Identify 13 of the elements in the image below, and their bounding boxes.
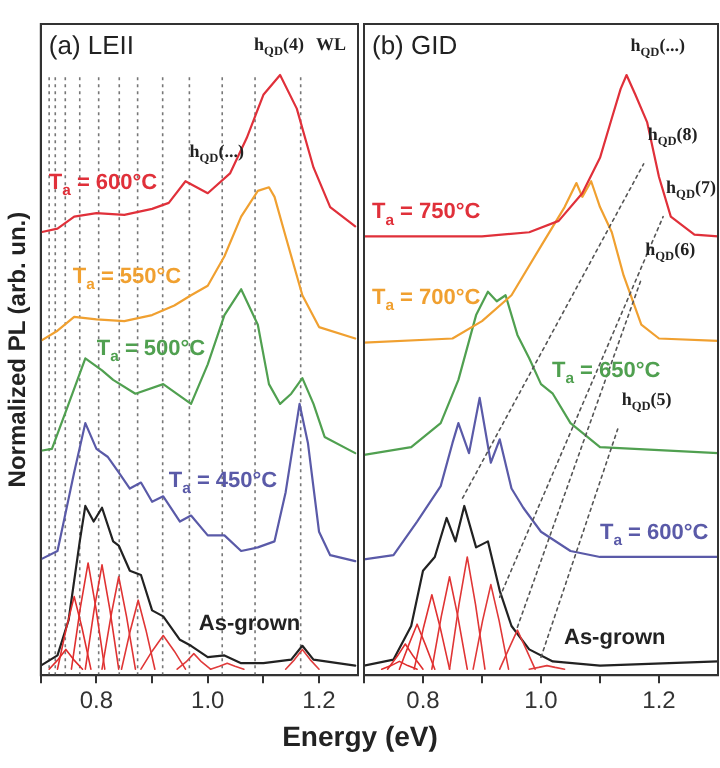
series-label: As-grown [198,612,301,637]
x-tick-label: 1.2 [302,686,337,715]
x-axis-title: Energy (eV) [280,720,440,752]
chart-title: (b) GID [372,30,458,60]
x-tick-label: 1.2 [642,686,677,715]
text: WL [315,34,347,54]
series-label: As-grown [564,626,666,651]
x-tick-label: 1.0 [191,686,226,715]
x-tick-label: 1.0 [524,686,559,715]
chart-title: (a) LEII [48,30,135,60]
x-tick-label: 0.8 [79,686,114,715]
x-tick-label: 0.8 [406,686,441,715]
y-axis-title: Normalized PL (arb. un.) [3,211,32,488]
